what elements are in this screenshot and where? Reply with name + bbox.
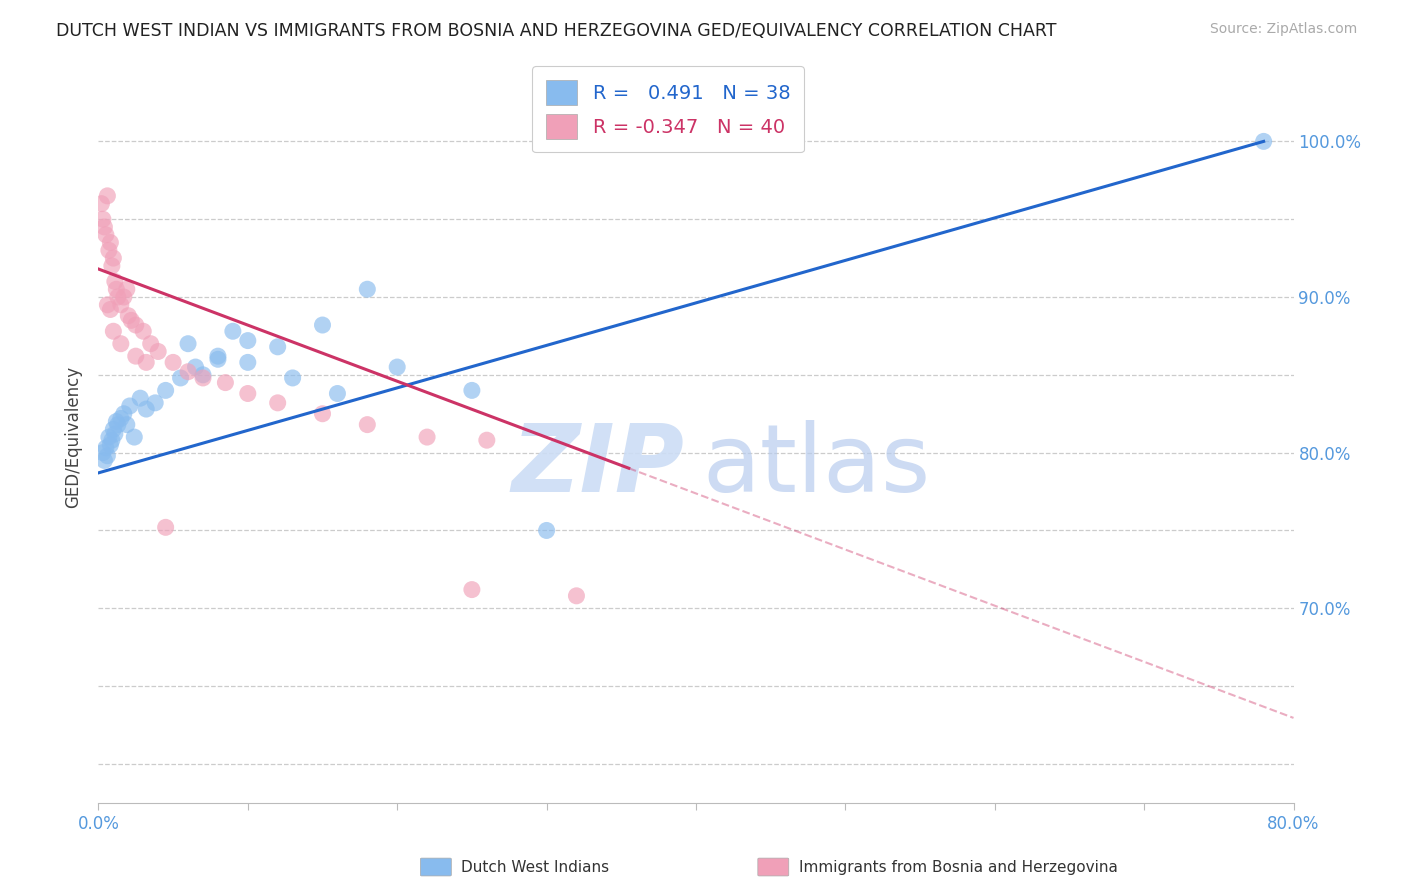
- Point: [98, 235, 122, 250]
- Point: [177, 365, 200, 379]
- Point: [536, 524, 558, 538]
- Point: [139, 336, 162, 351]
- Point: [110, 411, 132, 425]
- Point: [107, 290, 129, 304]
- Point: [105, 415, 128, 429]
- Point: [97, 430, 120, 444]
- Point: [94, 227, 117, 242]
- Point: [115, 282, 138, 296]
- Point: [207, 349, 229, 363]
- Point: [311, 318, 333, 332]
- Point: [162, 355, 184, 369]
- Point: [461, 582, 484, 597]
- Text: atlas: atlas: [702, 420, 931, 512]
- Point: [91, 212, 114, 227]
- Point: [103, 422, 125, 436]
- Point: [98, 302, 122, 317]
- Point: [124, 430, 146, 444]
- Point: [236, 355, 259, 369]
- Point: [118, 399, 141, 413]
- Point: [236, 386, 259, 401]
- Point: [311, 407, 333, 421]
- Point: [104, 275, 127, 289]
- Point: [103, 324, 125, 338]
- Point: [104, 427, 127, 442]
- Point: [96, 189, 118, 203]
- Point: [107, 417, 129, 432]
- Point: [91, 445, 114, 459]
- Legend: R =   0.491   N = 38, R = -0.347   N = 40: R = 0.491 N = 38, R = -0.347 N = 40: [533, 66, 804, 153]
- Point: [565, 589, 588, 603]
- Point: [96, 298, 118, 312]
- Point: [236, 334, 259, 348]
- Point: [475, 433, 498, 447]
- FancyBboxPatch shape: [758, 858, 789, 876]
- Point: [112, 290, 135, 304]
- Point: [97, 244, 120, 258]
- Point: [112, 407, 135, 421]
- Point: [356, 282, 378, 296]
- Point: [214, 376, 236, 390]
- Point: [90, 196, 112, 211]
- Point: [125, 318, 148, 332]
- Point: [117, 309, 139, 323]
- Point: [135, 355, 157, 369]
- Point: [93, 453, 115, 467]
- Point: [135, 402, 157, 417]
- Point: [101, 433, 124, 447]
- Text: ZIP: ZIP: [512, 420, 685, 512]
- Point: [132, 324, 155, 338]
- Point: [191, 371, 214, 385]
- Point: [461, 384, 484, 398]
- Point: [222, 324, 245, 338]
- Point: [155, 384, 177, 398]
- Point: [125, 349, 148, 363]
- Point: [129, 391, 152, 405]
- Text: Source: ZipAtlas.com: Source: ZipAtlas.com: [1209, 22, 1357, 37]
- Point: [416, 430, 439, 444]
- Point: [267, 340, 290, 354]
- Point: [101, 259, 124, 273]
- Point: [169, 371, 191, 385]
- Point: [110, 336, 132, 351]
- Point: [105, 282, 128, 296]
- Point: [143, 396, 166, 410]
- Point: [98, 438, 122, 452]
- Point: [94, 441, 117, 455]
- FancyBboxPatch shape: [420, 858, 451, 876]
- Point: [267, 396, 290, 410]
- Point: [326, 386, 349, 401]
- Point: [103, 251, 125, 265]
- Point: [96, 449, 118, 463]
- Point: [356, 417, 378, 432]
- Point: [148, 344, 170, 359]
- Point: [93, 219, 115, 234]
- Point: [120, 313, 142, 327]
- Point: [191, 368, 214, 382]
- Point: [115, 417, 138, 432]
- Point: [207, 352, 229, 367]
- Point: [385, 359, 409, 374]
- Text: Immigrants from Bosnia and Herzegovina: Immigrants from Bosnia and Herzegovina: [799, 860, 1118, 874]
- Point: [177, 336, 200, 351]
- Point: [281, 371, 304, 385]
- Y-axis label: GED/Equivalency: GED/Equivalency: [65, 366, 83, 508]
- Point: [155, 520, 177, 534]
- Point: [1253, 135, 1275, 149]
- Point: [110, 298, 132, 312]
- Point: [184, 359, 207, 374]
- Text: DUTCH WEST INDIAN VS IMMIGRANTS FROM BOSNIA AND HERZEGOVINA GED/EQUIVALENCY CORR: DUTCH WEST INDIAN VS IMMIGRANTS FROM BOS…: [56, 22, 1057, 40]
- Text: Dutch West Indians: Dutch West Indians: [461, 860, 609, 874]
